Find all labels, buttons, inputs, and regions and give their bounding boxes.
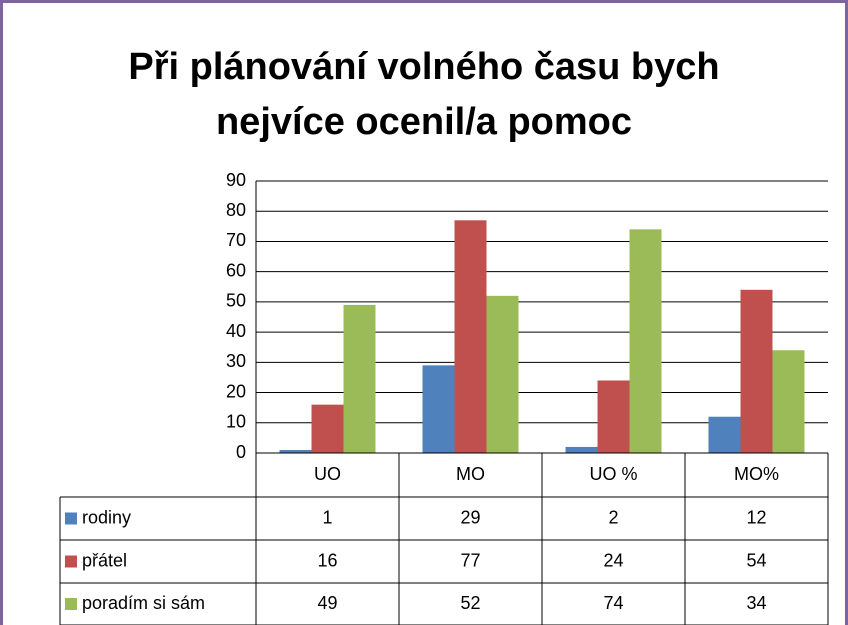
- legend-swatch: [65, 512, 77, 525]
- y-tick-label: 80: [226, 200, 246, 220]
- y-tick-label: 20: [226, 381, 246, 401]
- legend-label: rodiny: [82, 507, 131, 527]
- table-value: 74: [603, 593, 623, 613]
- bar: [311, 404, 344, 453]
- bar: [279, 449, 312, 453]
- x-tick-label: MO%: [734, 464, 779, 484]
- x-tick-label: UO %: [589, 464, 637, 484]
- table-value: 34: [746, 593, 766, 613]
- legend-label: přátel: [82, 550, 127, 570]
- bar: [422, 365, 455, 453]
- y-tick-label: 10: [226, 412, 246, 432]
- table-value: 49: [317, 593, 337, 613]
- bar: [343, 304, 376, 453]
- bar: [565, 446, 598, 453]
- bar: [597, 380, 630, 453]
- legend-swatch: [65, 598, 77, 610]
- bar: [629, 229, 662, 453]
- table-value: 2: [608, 507, 618, 527]
- y-tick-label: 30: [226, 351, 246, 371]
- table-value: 52: [460, 593, 480, 613]
- legend-swatch: [65, 555, 77, 568]
- x-tick-label: UO: [314, 464, 341, 484]
- legend-label: poradím si sám: [82, 593, 205, 613]
- table-value: 54: [746, 550, 766, 570]
- table-value: 12: [746, 507, 766, 527]
- chart-title: Při plánování volného času bych nejvíce …: [128, 46, 720, 143]
- table-value: 29: [460, 507, 480, 527]
- y-tick-label: 0: [236, 442, 246, 462]
- y-tick-label: 50: [226, 291, 246, 311]
- y-tick-label: 60: [226, 260, 246, 280]
- table-value: 24: [603, 550, 623, 570]
- y-tick-label: 90: [226, 170, 246, 190]
- table-value: 16: [317, 550, 337, 570]
- bar: [454, 220, 487, 453]
- table-value: 1: [322, 507, 332, 527]
- bar: [772, 350, 805, 453]
- x-tick-label: MO: [456, 464, 485, 484]
- bar: [486, 295, 519, 453]
- table-value: 77: [460, 550, 480, 570]
- bar: [740, 289, 773, 453]
- y-tick-label: 40: [226, 321, 246, 341]
- y-tick-label: 70: [226, 230, 246, 250]
- bar: [708, 416, 741, 453]
